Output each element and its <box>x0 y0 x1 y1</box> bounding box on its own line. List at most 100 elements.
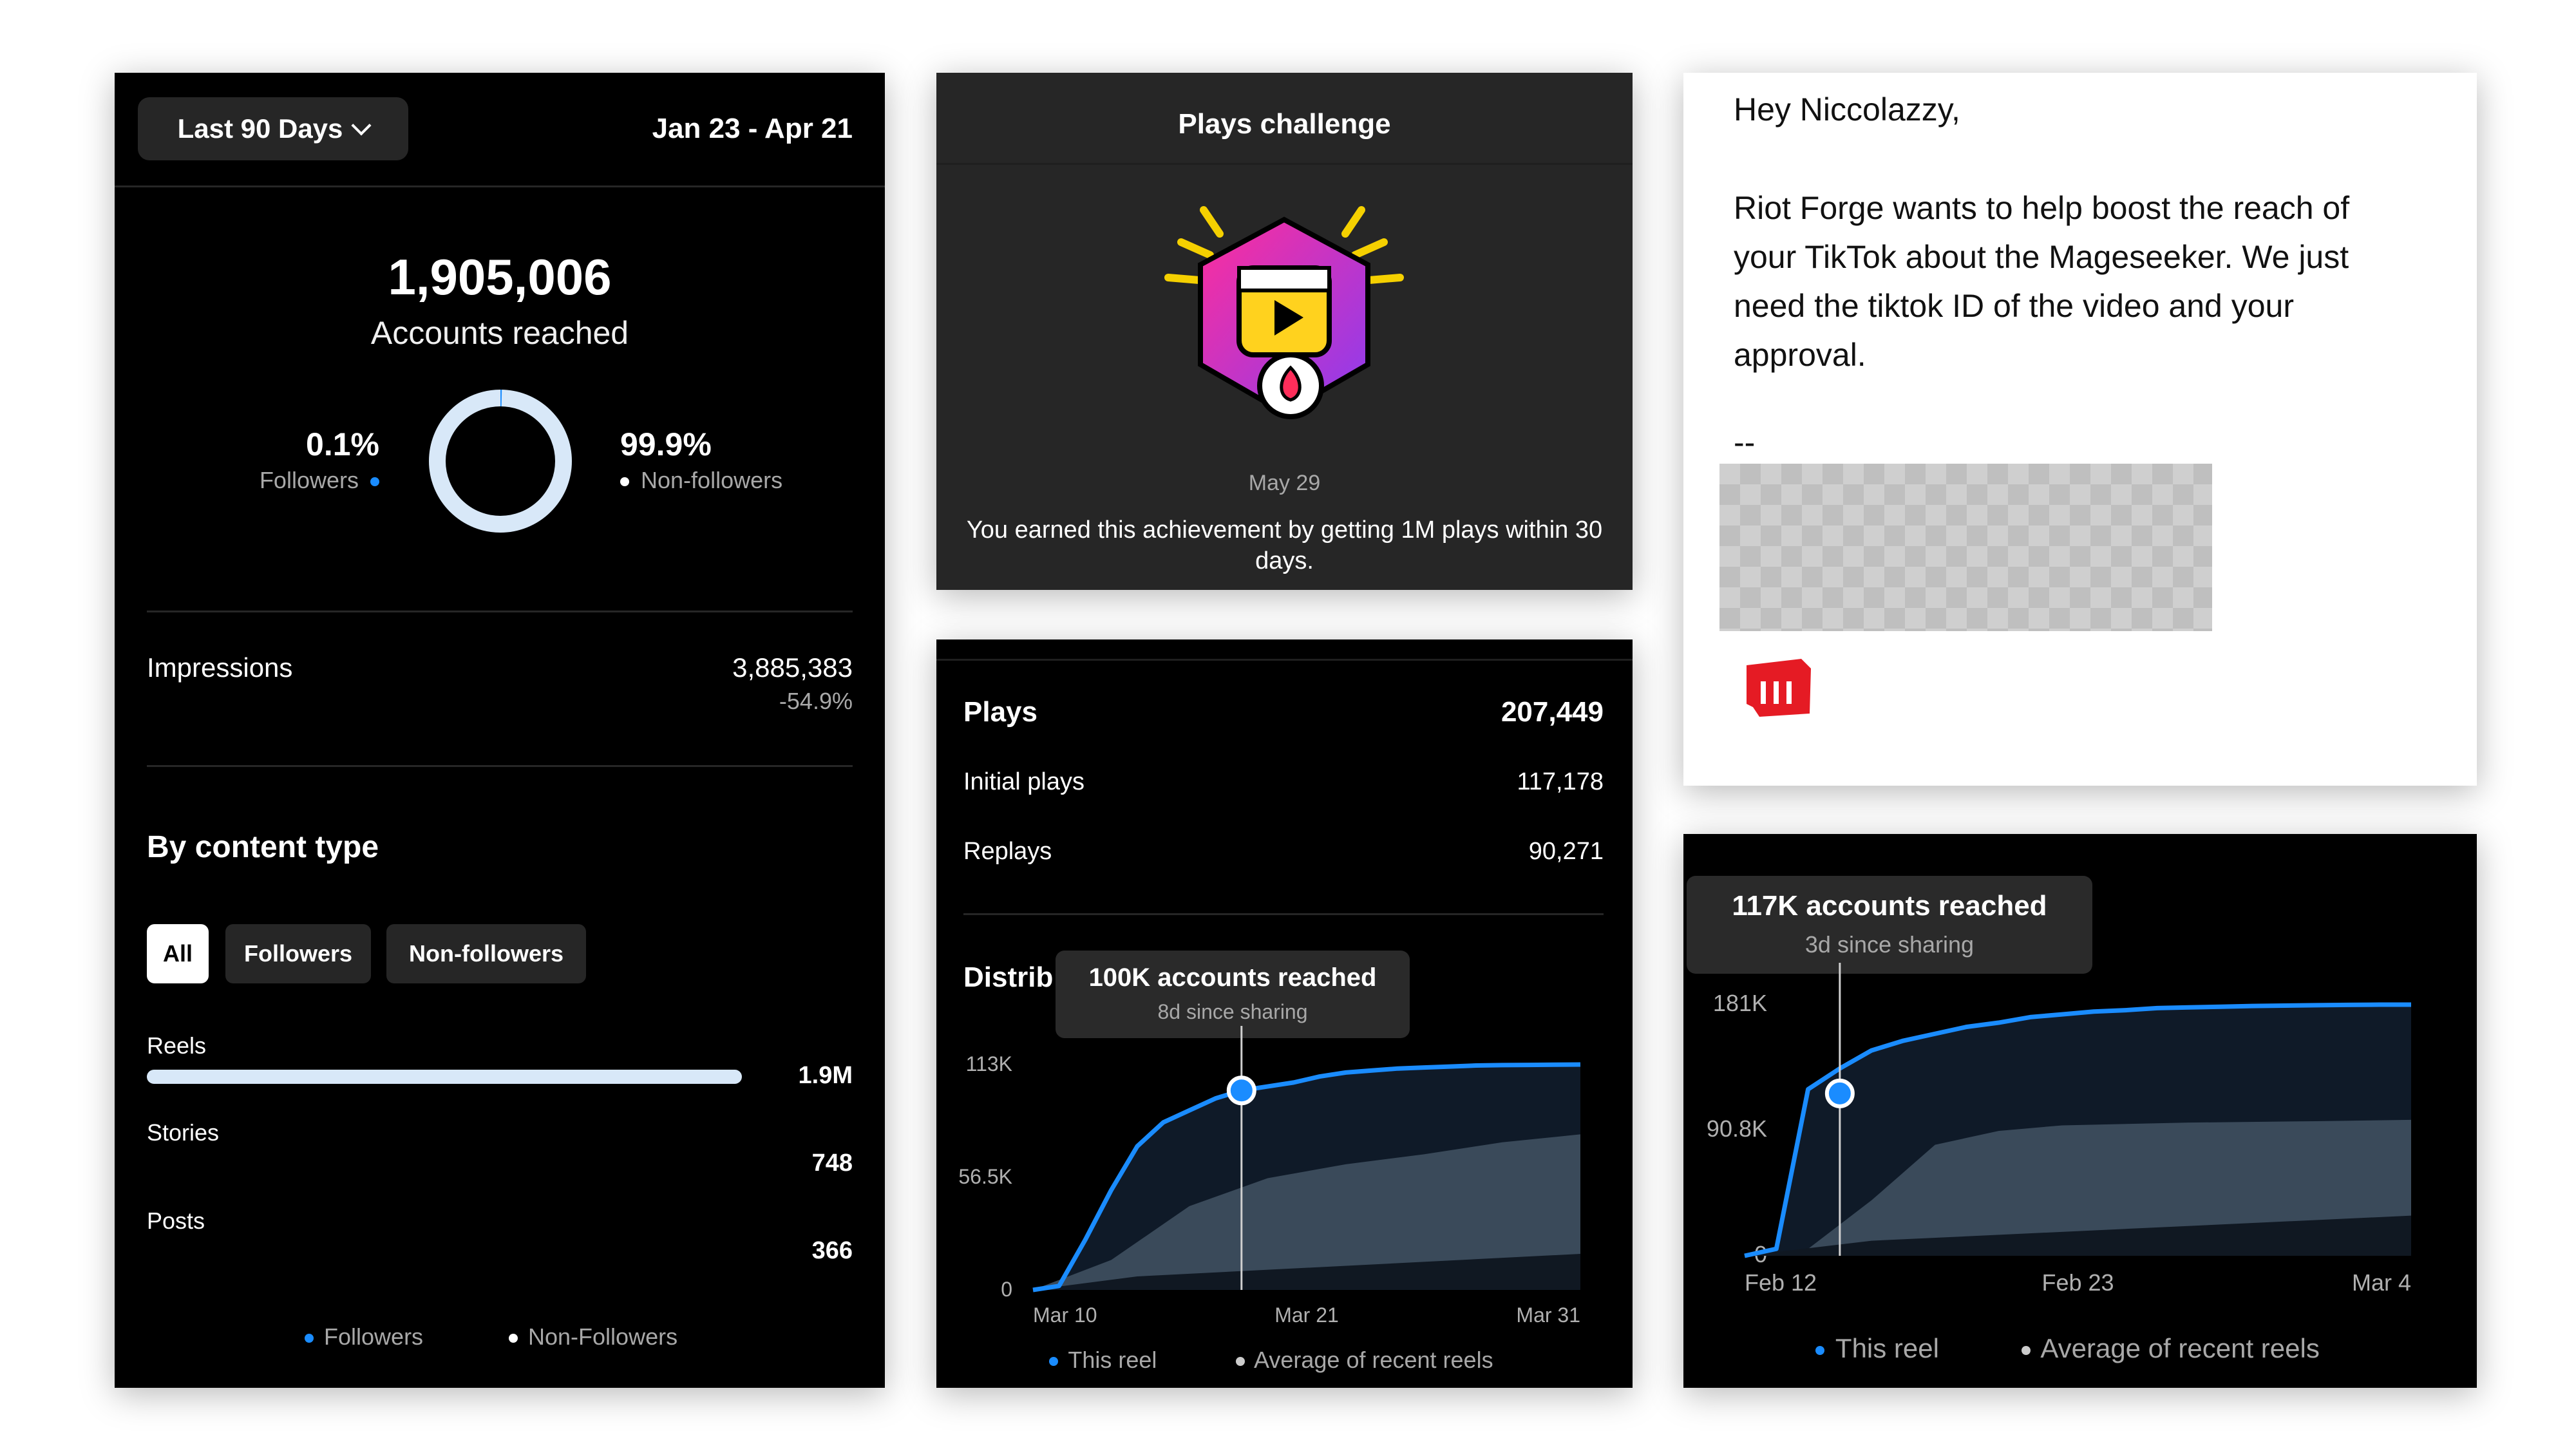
nonfollowers-label: Non-followers <box>641 467 783 493</box>
legend-avg-label: Average of recent reels <box>1254 1347 1493 1373</box>
divider <box>147 765 853 767</box>
legend-this-dot <box>1049 1357 1058 1367</box>
followers-dot <box>370 477 379 487</box>
lower-band-area <box>1033 1254 1580 1290</box>
donut-nonfollowers-ring <box>429 390 572 533</box>
x-tick-label: Mar 21 <box>1274 1303 1339 1327</box>
x-tick-label: Mar 10 <box>1033 1303 1097 1327</box>
legend-followers-label: Followers <box>324 1323 424 1350</box>
x-tick-label: Mar 4 <box>2352 1269 2411 1296</box>
highlight-point[interactable] <box>1824 1078 1855 1108</box>
content-legend-followers: Followers <box>305 1323 423 1350</box>
content-reels-value: 1.9M <box>798 1062 853 1089</box>
distribution-label: Distrib <box>963 961 1054 993</box>
divider <box>963 913 1604 915</box>
initial-plays-label: Initial plays <box>963 768 1084 795</box>
trophy-badge-icon <box>1164 206 1404 419</box>
reach-legend-this: This reel <box>1815 1333 1939 1364</box>
content-stories-value: 748 <box>811 1150 853 1177</box>
legend-nonfollowers-label: Non-Followers <box>528 1323 678 1350</box>
accounts-reached-label: Accounts reached <box>370 315 629 351</box>
challenge-date: May 29 <box>1248 471 1321 495</box>
challenge-title: Plays challenge <box>1178 108 1391 140</box>
y-tick-label: 113K <box>966 1052 1012 1075</box>
this-reel-line <box>1032 1062 1581 1293</box>
plays-legend-this: This reel <box>1049 1347 1157 1374</box>
chart-tooltip: 100K accounts reached 8d since sharing <box>1056 951 1410 1038</box>
content-stories-label: Stories <box>147 1119 220 1146</box>
legend-avg-dot <box>1236 1357 1245 1367</box>
this-reel-line <box>1744 1002 2411 1258</box>
plays-panel: Plays 207,449 Initial plays 117,178 Repl… <box>936 639 1633 1388</box>
chevron-down-icon <box>351 115 372 136</box>
divider <box>936 163 1633 165</box>
followers-legend: Followers <box>260 467 379 494</box>
redacted-signature <box>1719 464 2212 631</box>
accounts-reached-value: 1,905,006 <box>388 249 612 305</box>
nonfollowers-legend: Non-followers <box>620 467 782 494</box>
filter-followers[interactable]: Followers <box>225 924 371 983</box>
challenge-panel: Plays challenge May 29 You earned this a… <box>936 73 1633 590</box>
x-tick-label: Feb 23 <box>2041 1269 2114 1296</box>
lower-band-area <box>1745 1215 2411 1256</box>
followers-pct: 0.1% <box>306 426 379 462</box>
legend-nonfollowers-dot <box>509 1334 518 1343</box>
y-tick-label: 0 <box>1001 1278 1012 1301</box>
range-dropdown[interactable]: Last 90 Days <box>138 97 408 160</box>
reach-donut <box>429 390 572 533</box>
legend-this-label: This reel <box>1068 1347 1157 1373</box>
divider <box>115 185 885 187</box>
reach-legend-this-label: This reel <box>1835 1333 1939 1363</box>
average-area <box>1745 1119 2411 1256</box>
challenge-description: You earned this achievement by getting 1… <box>966 516 1603 574</box>
reach-tooltip-title: 117K accounts reached <box>1732 890 2047 922</box>
reach-panel: 117K accounts reached 3d since sharing 1… <box>1683 834 2477 1388</box>
reach-tooltip-subtitle: 3d since sharing <box>1804 931 1975 958</box>
by-content-title: By content type <box>147 830 379 864</box>
plays-label: Plays <box>963 696 1037 728</box>
content-posts-value: 366 <box>811 1237 853 1264</box>
y-tick-label: 56.5K <box>958 1165 1012 1188</box>
nonfollowers-pct: 99.9% <box>620 426 712 462</box>
highlight-point[interactable] <box>1226 1075 1256 1106</box>
followers-label: Followers <box>259 467 359 493</box>
insights-panel: Last 90 Days Jan 23 - Apr 21 1,905,006 A… <box>115 73 885 1388</box>
average-area <box>1033 1134 1580 1290</box>
email-signature-separator: -- <box>1734 424 1756 460</box>
content-posts-label: Posts <box>147 1208 205 1234</box>
email-panel: Hey Niccolazzy, Riot Forge wants to help… <box>1683 73 2477 786</box>
email-greeting: Hey Niccolazzy, <box>1734 91 1960 128</box>
date-range: Jan 23 - Apr 21 <box>652 113 853 144</box>
tooltip-title: 100K accounts reached <box>1088 963 1377 992</box>
content-reels-label: Reels <box>147 1032 207 1059</box>
y-tick-label: 181K <box>1713 990 1767 1016</box>
divider <box>936 659 1633 661</box>
legend-followers-dot <box>305 1334 314 1343</box>
tooltip-subtitle: 8d since sharing <box>1157 1000 1308 1023</box>
reach-legend-this-dot <box>1815 1345 1824 1355</box>
filter-nonfollowers[interactable]: Non-followers <box>386 924 586 983</box>
email-body: Riot Forge wants to help boost the reach… <box>1734 190 2350 373</box>
impressions-label: Impressions <box>147 652 293 683</box>
y-tick-label: 90.8K <box>1707 1115 1767 1142</box>
replays-value: 90,271 <box>1528 838 1604 865</box>
reach-legend-avg-label: Average of recent reels <box>2040 1333 2320 1363</box>
x-tick-label: Feb 12 <box>1745 1269 1817 1296</box>
reach-tooltip: 117K accounts reached 3d since sharing <box>1687 876 2092 974</box>
impressions-value: 3,885,383 <box>732 652 853 683</box>
impressions-change: -54.9% <box>779 688 853 714</box>
plays-distribution-chart: 113K 56.5K 0 Mar 10 Mar 21 Mar 31 <box>958 1026 1581 1327</box>
reach-legend-avg: Average of recent reels <box>2022 1333 2320 1364</box>
reach-legend-avg-dot <box>2022 1345 2031 1355</box>
x-tick-label: Mar 31 <box>1516 1303 1580 1327</box>
donut-followers-arc <box>429 390 572 533</box>
plays-legend-avg: Average of recent reels <box>1236 1347 1493 1374</box>
filter-all[interactable]: All <box>147 924 209 983</box>
range-label: Last 90 Days <box>177 113 343 144</box>
divider <box>147 611 853 612</box>
riot-fist-logo-icon <box>1747 659 1811 717</box>
initial-plays-value: 117,178 <box>1517 768 1604 795</box>
nonfollowers-dot <box>620 477 629 487</box>
replays-label: Replays <box>963 838 1052 865</box>
